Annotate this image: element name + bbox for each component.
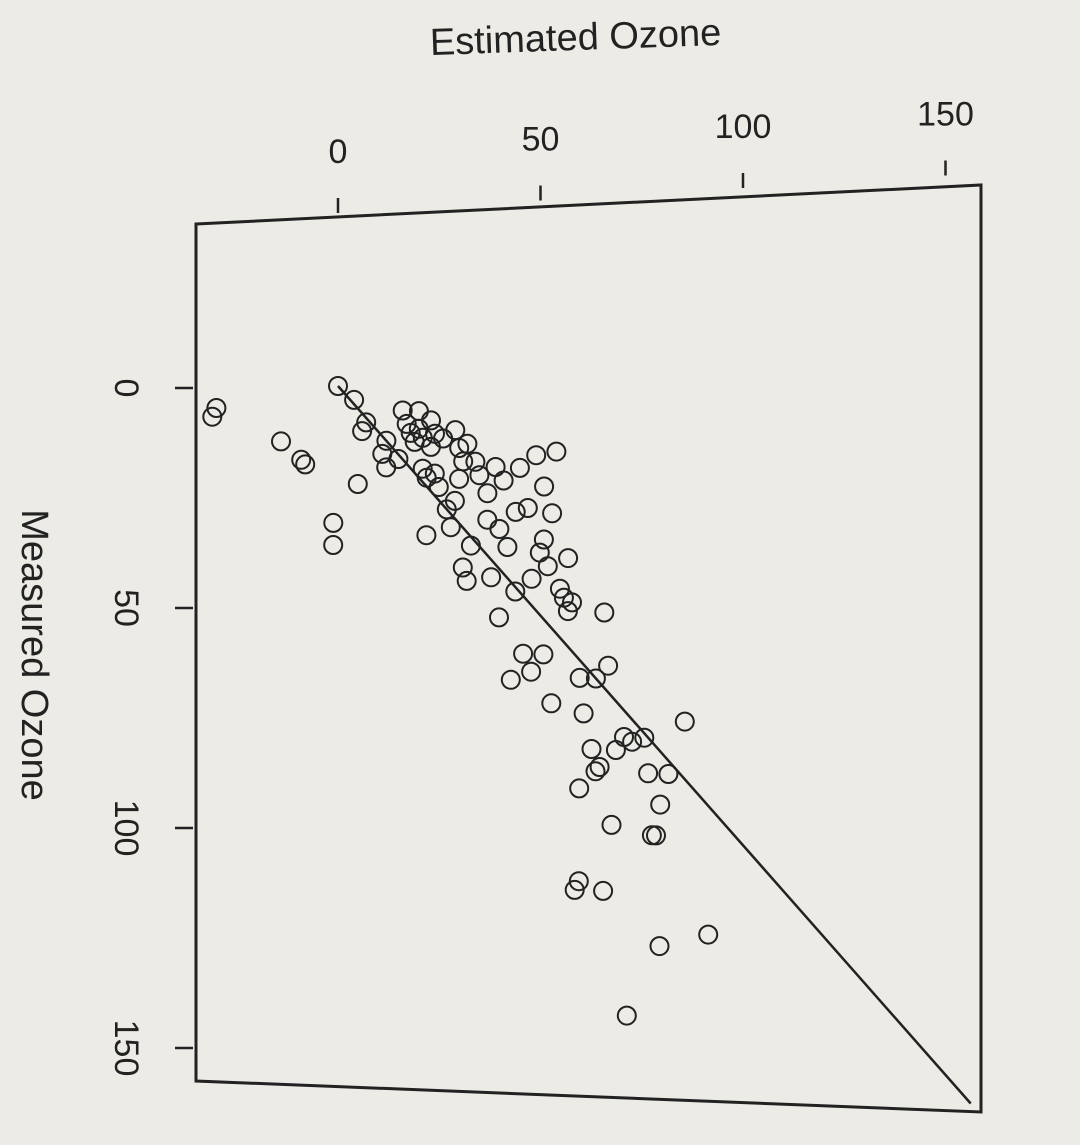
data-point — [517, 498, 538, 518]
data-point — [295, 454, 316, 475]
data-point — [489, 607, 509, 628]
data-point — [396, 413, 417, 434]
data-point — [347, 474, 368, 494]
data-point — [541, 693, 562, 714]
data-point — [271, 431, 291, 452]
data-point — [521, 568, 542, 589]
plot-area: 0 50 100 150 0 50 100 150 Estimated Ozone Measure… — [13, 12, 983, 1114]
data-point — [598, 655, 619, 676]
data-point — [674, 711, 695, 732]
data-point — [489, 519, 510, 539]
data-point — [428, 477, 449, 497]
data-point — [593, 880, 614, 901]
data-point — [376, 430, 397, 451]
data-point — [392, 400, 413, 421]
data-point — [650, 794, 671, 815]
data-point — [529, 542, 550, 563]
data-point — [493, 470, 514, 491]
data-point — [585, 761, 606, 782]
data-point — [206, 398, 227, 418]
data-point — [585, 668, 606, 689]
data-point — [533, 644, 554, 665]
data-point — [444, 490, 465, 511]
data-point — [634, 727, 655, 748]
identity-line — [337, 385, 972, 1105]
data-point — [505, 581, 526, 602]
data-point — [449, 468, 470, 489]
data-point — [477, 483, 498, 504]
data-point — [481, 567, 502, 588]
data-point — [456, 570, 477, 591]
data-point — [424, 463, 445, 484]
data-point — [589, 757, 610, 777]
data-point — [465, 451, 486, 472]
data-point — [649, 936, 670, 957]
y-tick-label: 0 — [107, 379, 145, 398]
data-point — [601, 814, 622, 835]
data-point — [344, 389, 365, 410]
data-point — [542, 503, 563, 524]
data-point — [452, 557, 473, 578]
data-point — [622, 731, 643, 752]
data-point — [416, 525, 437, 546]
y-tick-label: 50 — [107, 589, 145, 627]
data-point — [605, 740, 626, 760]
data-point — [388, 449, 409, 469]
data-point — [581, 739, 602, 759]
data-point — [568, 871, 589, 892]
data-point — [526, 445, 547, 466]
data-point — [646, 825, 666, 846]
data-point — [440, 517, 461, 538]
y-tick-label: 150 — [107, 1020, 145, 1077]
x-tick-label: 50 — [522, 121, 560, 159]
data-point — [323, 535, 344, 555]
data-point — [533, 529, 554, 550]
data-point — [469, 465, 490, 486]
data-point — [594, 602, 615, 623]
data-point — [412, 458, 433, 479]
y-tick-label: 100 — [107, 800, 145, 857]
data-point — [549, 578, 570, 599]
data-point — [546, 441, 567, 462]
plot-frame — [194, 183, 983, 1114]
x-tick-label: 100 — [715, 108, 772, 146]
data-point — [513, 643, 534, 664]
data-point — [537, 556, 558, 577]
data-point — [638, 763, 659, 784]
data-point — [477, 509, 498, 530]
x-axis-title: Estimated Ozone — [429, 12, 722, 64]
data-point — [323, 512, 344, 533]
data-point — [460, 535, 481, 556]
x-tick-label: 150 — [917, 96, 974, 134]
data-point — [658, 764, 679, 784]
data-point — [562, 592, 582, 613]
data-point — [356, 412, 377, 433]
x-tick-label: 0 — [329, 133, 348, 171]
data-point — [569, 778, 590, 799]
data-point — [505, 501, 526, 522]
data-point — [573, 703, 594, 724]
data-point — [641, 825, 662, 846]
y-axis-title: Measured Ozone — [13, 509, 55, 801]
data-point — [457, 433, 478, 454]
data-point — [497, 537, 518, 557]
data-point — [291, 449, 312, 470]
data-point — [534, 476, 555, 497]
data-point — [509, 457, 530, 478]
data-point — [569, 667, 590, 688]
data-point — [698, 924, 719, 945]
data-point — [558, 548, 579, 569]
data-point — [421, 410, 441, 431]
data-point — [521, 661, 542, 682]
data-point — [500, 669, 521, 690]
data-point — [328, 376, 348, 396]
data-point — [485, 457, 506, 477]
data-point — [616, 1005, 637, 1026]
